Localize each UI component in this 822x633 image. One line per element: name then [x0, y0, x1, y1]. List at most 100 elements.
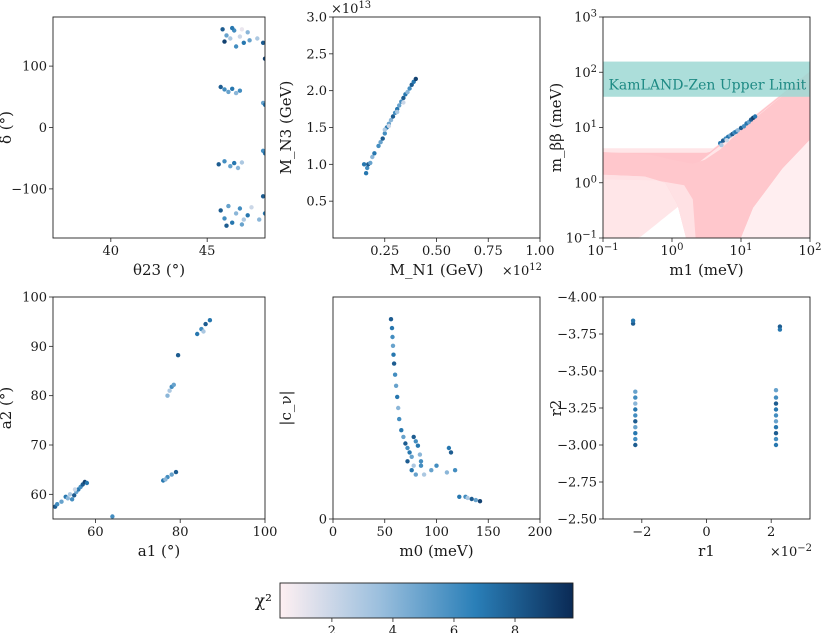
point-19 [233, 90, 239, 96]
colorbar-tick-label-2: 6 [450, 624, 458, 633]
axes-frame [52, 16, 266, 239]
point-17 [724, 138, 729, 143]
xtick-label-0: 40 [103, 244, 120, 259]
point-12 [262, 56, 265, 61]
point-20 [237, 88, 243, 93]
point-18 [401, 95, 406, 101]
ytick-label-1: 0 [39, 121, 47, 136]
point-9 [396, 405, 401, 411]
point-6 [376, 143, 381, 149]
point-14 [773, 388, 779, 393]
point-27 [395, 109, 400, 115]
point-6 [392, 372, 398, 377]
point-15 [773, 395, 779, 400]
y-axis-label: |c_ν| [277, 390, 295, 425]
plot-area [361, 76, 418, 176]
point-8 [735, 128, 740, 133]
point-41 [239, 222, 245, 227]
point-27 [235, 165, 241, 171]
ytick-label-1: −3.75 [557, 328, 597, 343]
point-0 [363, 171, 369, 176]
point-5 [633, 407, 638, 412]
point-17 [773, 407, 779, 412]
point-22 [773, 436, 779, 442]
point-24 [222, 159, 227, 164]
point-32 [222, 216, 227, 221]
point-4 [67, 492, 73, 497]
point-6 [72, 493, 77, 498]
point-25 [418, 463, 424, 468]
point-19 [173, 469, 179, 475]
xtick-label-3: 1.00 [526, 244, 555, 259]
point-20 [163, 477, 168, 482]
y-axis-label: a2 (°) [0, 387, 15, 429]
x-axis-label: m1 (meV) [669, 261, 743, 279]
point-4 [370, 154, 375, 160]
point-34 [457, 494, 462, 499]
point-3 [390, 343, 396, 348]
point-30 [262, 151, 265, 156]
point-1 [224, 33, 229, 38]
point-22 [262, 102, 265, 107]
point-14 [239, 27, 245, 32]
x-multiplier: ×1012 [502, 262, 542, 280]
point-17 [226, 89, 231, 95]
point-28 [429, 468, 434, 473]
point-23 [216, 162, 221, 167]
point-1 [365, 165, 370, 171]
point-26 [232, 160, 237, 166]
panel-mbb_vs_m1: KamLAND-Zen Upper Limit 10−1 100 101 102 10−1… [547, 8, 821, 279]
point-1 [389, 325, 395, 331]
point-20 [405, 89, 410, 95]
ytick-label-4: −3.00 [557, 439, 597, 454]
point-20 [417, 452, 423, 457]
ytick-label-0: 0 [319, 513, 327, 528]
point-36 [469, 496, 474, 502]
kamland-band [603, 61, 810, 97]
panel-cnu_vs_m0: 0 50 100 150 200 0 m0 (meV) |c_ν| [277, 296, 552, 560]
xtick-label-1: 80 [172, 525, 189, 540]
point-28 [401, 100, 406, 105]
xtick-label-2: 100 [424, 525, 449, 540]
point-10 [397, 416, 402, 422]
xtick-label-1: 0.50 [422, 244, 451, 259]
point-9 [633, 431, 638, 436]
xtick-label-2: 0.75 [474, 244, 503, 259]
point-2 [59, 499, 64, 504]
point-2 [228, 36, 233, 41]
point-19 [415, 443, 421, 448]
point-7 [393, 383, 399, 388]
x-axis-label: r1 [698, 542, 715, 560]
xtick-label-1: 50 [376, 525, 393, 540]
ytick-label-6: −2.50 [557, 513, 597, 528]
point-31 [218, 208, 223, 213]
point-19 [773, 419, 779, 424]
point-28 [203, 321, 208, 327]
point-11 [260, 40, 265, 45]
point-0 [220, 27, 225, 32]
point-8 [633, 425, 638, 430]
point-25 [175, 353, 181, 358]
plot-area [388, 317, 483, 504]
axes-frame [332, 296, 541, 520]
point-26 [386, 123, 392, 129]
point-12 [84, 480, 90, 486]
point-8 [395, 394, 400, 400]
y-axis-label: δ (°) [0, 111, 15, 144]
point-18 [230, 86, 235, 92]
point-12 [401, 434, 406, 440]
point-16 [222, 87, 227, 92]
point-6 [245, 30, 250, 35]
xtick-label-3: 150 [476, 525, 501, 540]
xtick-label-0: 60 [87, 525, 104, 540]
kamland-label: KamLAND-Zen Upper Limit [608, 78, 806, 94]
ordering-band-light-right [741, 139, 810, 238]
point-21 [773, 431, 779, 436]
point-34 [230, 220, 235, 225]
point-13 [403, 441, 408, 446]
ytick-label-3: 90 [30, 340, 47, 355]
point-23 [773, 442, 779, 448]
point-11 [399, 428, 404, 433]
y-multiplier: ×1013 [331, 0, 371, 17]
point-29 [361, 162, 367, 167]
